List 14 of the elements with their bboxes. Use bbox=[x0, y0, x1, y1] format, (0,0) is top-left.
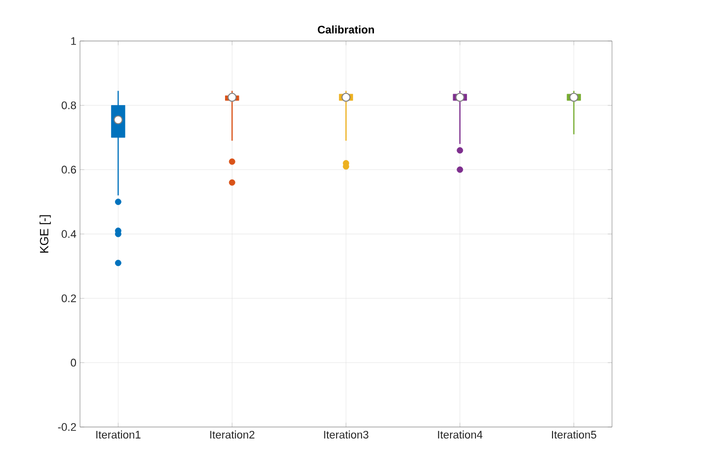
x-tick-label: Iteration5 bbox=[552, 430, 596, 439]
y-tick-label: 0.4 bbox=[62, 230, 76, 238]
chart-title: Calibration bbox=[318, 25, 374, 34]
x-tick-label: Iteration1 bbox=[96, 430, 140, 439]
y-tick-label: 0 bbox=[70, 358, 76, 367]
y-axis-title: KGE [-] bbox=[40, 215, 51, 253]
x-tick-label: Iteration2 bbox=[210, 430, 254, 439]
y-tick-label: 1 bbox=[71, 37, 76, 45]
y-tick-label: -0.2 bbox=[58, 423, 76, 431]
x-tick-label: Iteration4 bbox=[438, 430, 482, 439]
x-tick-label: Iteration3 bbox=[324, 430, 368, 439]
y-tick-label: 0.8 bbox=[62, 101, 76, 110]
y-tick-label: 0.2 bbox=[62, 294, 76, 302]
y-tick-label: 0.6 bbox=[62, 166, 76, 174]
